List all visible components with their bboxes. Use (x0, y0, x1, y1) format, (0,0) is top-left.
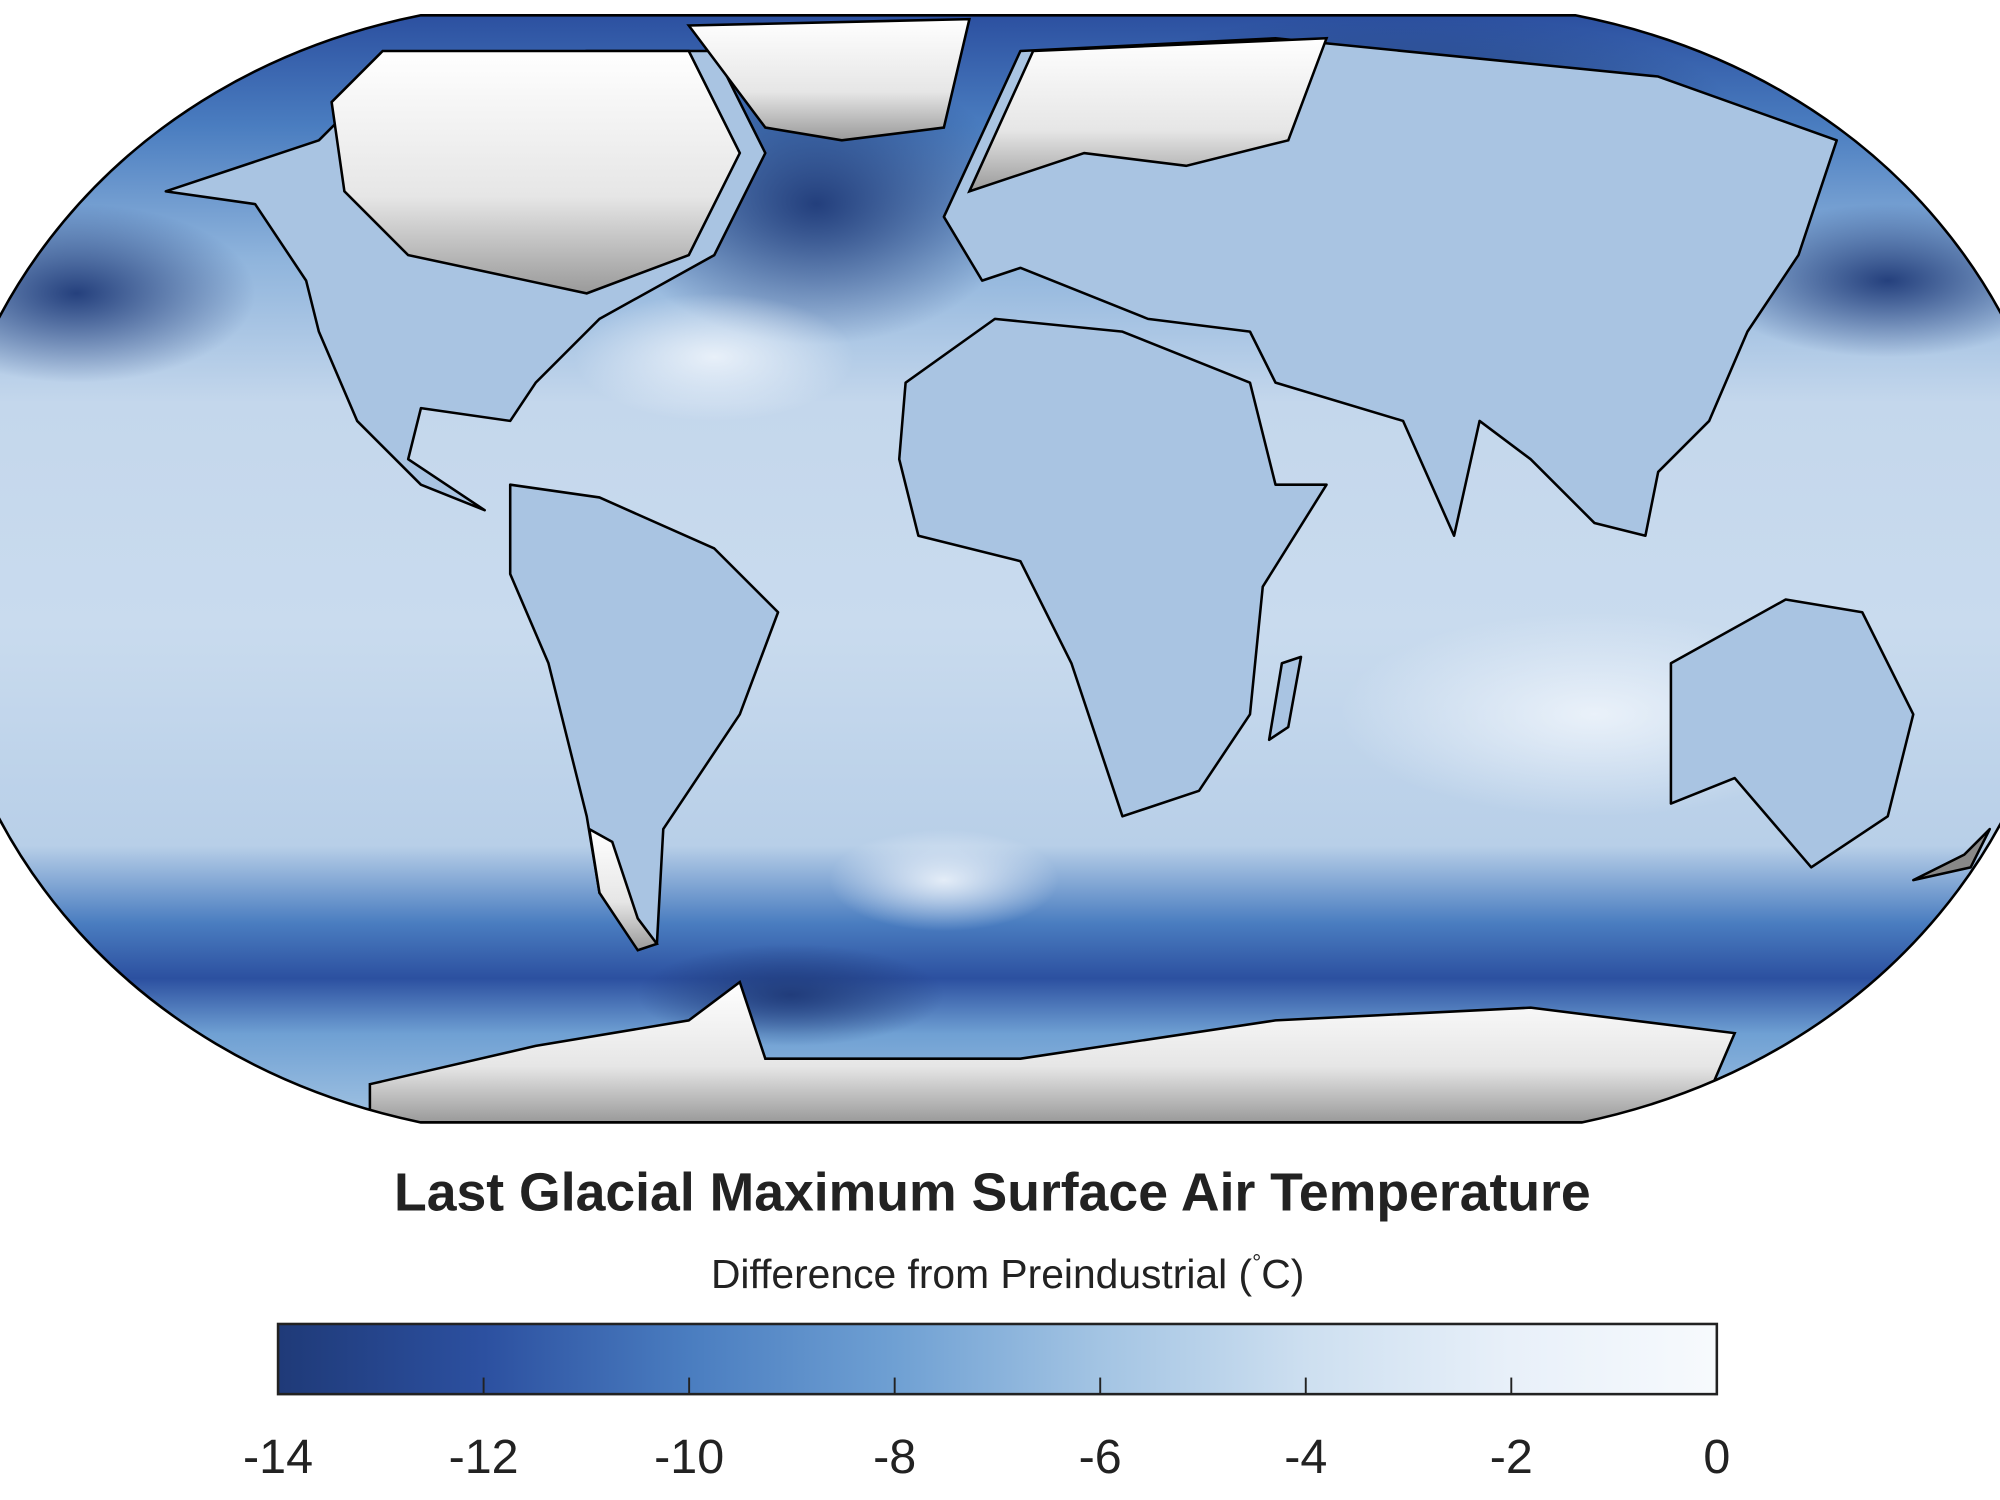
antarctica (368, 980, 1737, 1123)
map-frame (0, 14, 2000, 1124)
africa (897, 317, 1328, 818)
madagascar (1267, 655, 1303, 742)
warm-anomaly-south-atlantic (829, 829, 1059, 932)
warm-anomaly-atlantic (573, 293, 855, 421)
colorbar-tick-label: -14 (243, 1430, 313, 1484)
colorbar-label: Difference from Preindustrial (°C) (711, 1249, 1304, 1297)
colorbar-ticks: -14 -12 -10 -8 -6 -4 -2 0 (243, 1377, 1730, 1484)
map (0, 15, 2000, 1123)
colorbar-tick-label: -2 (1490, 1430, 1533, 1484)
colorbar-tick-label: -12 (449, 1430, 519, 1484)
patagonian-ice (587, 826, 659, 952)
colorbar-tick-label: -10 (654, 1430, 724, 1484)
fennoscandian-ice-sheet (967, 36, 1329, 194)
colorbar-tick-label: 0 (1703, 1430, 1730, 1484)
colorbar-tick-label: -4 (1284, 1430, 1327, 1484)
chart-title: Last Glacial Maximum Surface Air Tempera… (394, 1163, 1591, 1222)
laurentide-ice-sheet (330, 49, 742, 295)
south-america (508, 483, 780, 946)
cold-anomaly-north-pacific (0, 204, 256, 383)
colorbar-tick-label: -6 (1079, 1430, 1122, 1484)
australia (1669, 598, 1915, 869)
colorbar (276, 1322, 1719, 1396)
new-zealand (1911, 827, 1992, 882)
greenland-ice (686, 17, 972, 142)
ice-sheets (330, 17, 1737, 1123)
colorbar-tick-label: -8 (873, 1430, 916, 1484)
